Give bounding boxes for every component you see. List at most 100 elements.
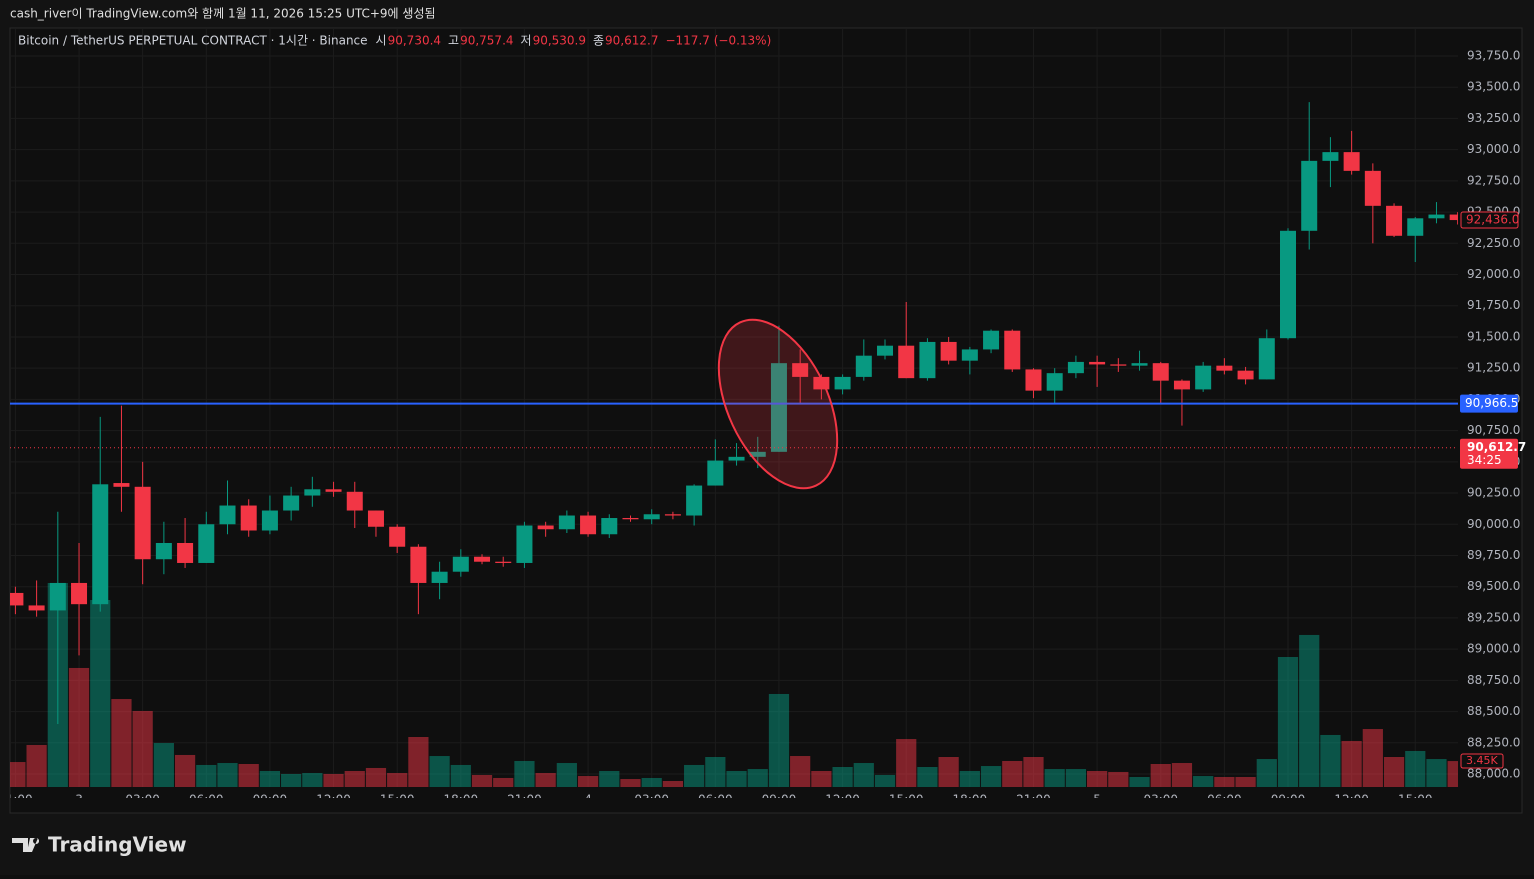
chart-pane — [9, 27, 1523, 814]
volume-bar — [1362, 729, 1383, 787]
volume-bar — [90, 599, 111, 787]
volume-bar — [111, 699, 132, 787]
candle-body — [707, 460, 724, 486]
candle-body — [1046, 373, 1063, 391]
symbol: Bitcoin / TetherUS PERPETUAL CONTRACT · … — [18, 34, 368, 48]
volume-bar — [259, 770, 281, 787]
candle-body — [1110, 364, 1127, 366]
last-close-label: 92,436.0 — [1466, 213, 1519, 227]
candle-body — [898, 345, 915, 379]
candle-body — [1407, 218, 1424, 236]
volume-bar — [1023, 756, 1044, 787]
y-tick-label: 89,500.0 — [1467, 579, 1520, 593]
candle-body — [177, 542, 194, 563]
volume-bar — [196, 764, 217, 787]
y-tick-label: 88,000.0 — [1467, 767, 1520, 781]
volume-bar — [620, 779, 641, 787]
candle-body — [686, 485, 703, 516]
y-tick-label: 91,250.0 — [1467, 361, 1520, 375]
x-tick-label: 03:00 — [125, 793, 160, 807]
volume-bar — [514, 760, 535, 787]
y-tick-label: 90,250.0 — [1467, 486, 1520, 500]
volume-bar — [493, 777, 514, 787]
volume-bar — [153, 743, 174, 787]
ohlc-label: 저 — [521, 34, 532, 48]
volume-bar — [471, 774, 493, 787]
candle-body — [1089, 361, 1106, 365]
y-tick-label: 93,250.0 — [1467, 111, 1520, 125]
candle-body — [410, 546, 427, 583]
x-tick-label: 21:00 — [507, 793, 542, 807]
volume-bar — [1193, 776, 1214, 787]
candle-body — [495, 561, 512, 563]
y-tick-label: 91,500.0 — [1467, 329, 1520, 343]
change: −117.7 (−0.13%) — [665, 34, 771, 48]
candle-body — [1449, 214, 1458, 221]
candle-body — [452, 556, 469, 572]
candle-body — [261, 510, 278, 531]
price-tag — [1460, 394, 1518, 413]
candle-body — [770, 363, 787, 452]
candle-body — [1301, 160, 1318, 231]
candle-body — [155, 542, 172, 560]
volume-bar — [768, 693, 790, 787]
ohlc-value: 90,612.7 — [605, 34, 658, 48]
y-tick-label: 89,750.0 — [1467, 548, 1520, 562]
volume-bar — [641, 777, 662, 787]
candle-body — [834, 376, 851, 390]
y-tick-label: 90,000.0 — [1467, 517, 1520, 531]
y-tick-label: 88,500.0 — [1467, 704, 1520, 718]
candle-body — [749, 451, 766, 457]
candle-body — [92, 484, 109, 605]
volume-bar — [896, 739, 917, 787]
volume-bar — [1129, 776, 1150, 787]
volume-bar — [980, 766, 1002, 787]
candle-body — [1322, 152, 1339, 161]
candle-body — [367, 510, 384, 527]
volume-bar — [217, 763, 238, 787]
x-tick-label: 5 — [1093, 793, 1101, 807]
y-tick-label: 92,250.0 — [1467, 236, 1520, 250]
volume-bar — [1044, 769, 1065, 787]
volume-bar — [705, 756, 726, 787]
x-tick-label: 15:00 — [1398, 793, 1433, 807]
volume-tag-label: 3.45K — [1466, 754, 1498, 767]
candle-body — [71, 582, 88, 605]
candle-body — [728, 456, 745, 461]
volume-bar — [726, 770, 747, 787]
x-tick-label: 12:00 — [316, 793, 351, 807]
x-tick-label: 18:00 — [953, 793, 988, 807]
x-tick-label: 15:00 — [380, 793, 415, 807]
x-tick-label: 12:00 — [825, 793, 860, 807]
candle-body — [1258, 338, 1275, 380]
countdown: 34:25 — [1467, 453, 1502, 467]
candle-body — [877, 345, 894, 356]
candle-body — [983, 330, 1000, 350]
candle-body — [219, 505, 236, 525]
candle-body — [1131, 363, 1148, 366]
volume-bar — [1383, 756, 1405, 787]
ohlc-value: 90,530.9 — [533, 34, 586, 48]
candle-body — [431, 571, 448, 583]
volume-bar — [938, 756, 959, 787]
volume-bar — [662, 780, 684, 787]
volume-bar — [174, 754, 196, 787]
volume-bar — [1065, 769, 1087, 787]
candle-body — [1280, 230, 1296, 339]
candle-body — [49, 582, 66, 611]
header: cash_river이 TradingView.com와 함께 1월 11, 2… — [10, 7, 436, 21]
y-tick-label: 93,000.0 — [1467, 142, 1520, 156]
candle-body — [580, 515, 597, 535]
candle-body — [1004, 330, 1021, 370]
highlight-ellipse — [717, 318, 839, 490]
volume-bar — [238, 763, 259, 787]
x-tick-label: 21:00 — [1016, 793, 1051, 807]
volume-bar — [1426, 759, 1447, 787]
volume-bar — [874, 774, 896, 787]
volume-bar — [281, 773, 302, 787]
candle-body — [346, 491, 363, 511]
volume-tag — [1460, 753, 1504, 769]
candle-body — [1364, 170, 1381, 206]
